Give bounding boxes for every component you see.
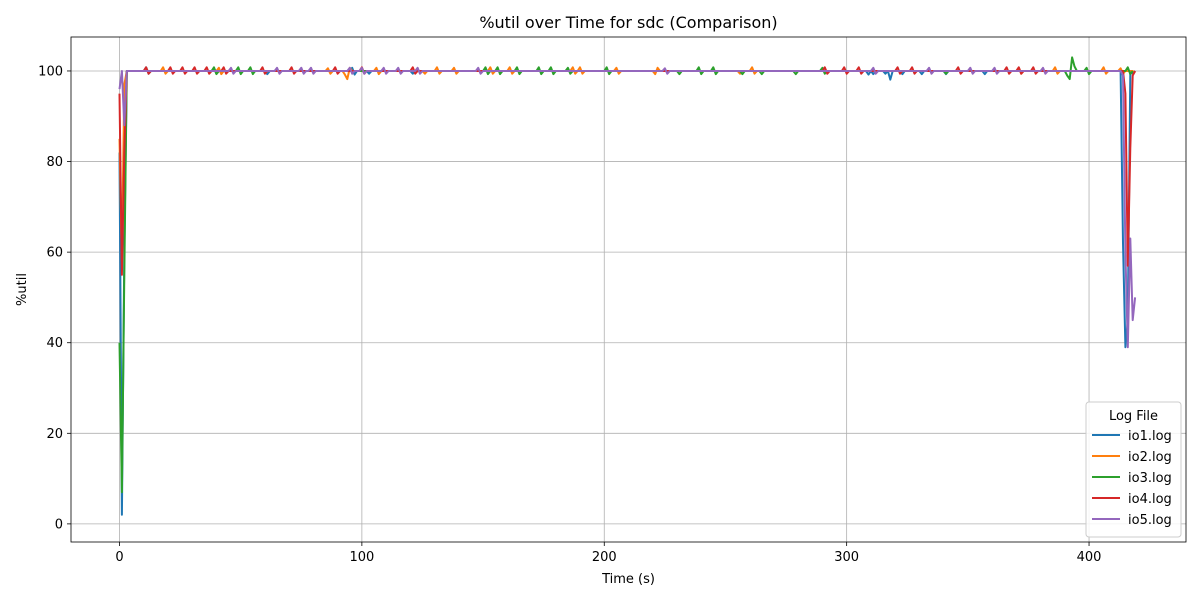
series-line-io4-log <box>118 66 1136 276</box>
series-layer <box>118 56 1137 516</box>
y-tick-label: 60 <box>46 246 63 261</box>
x-axis-label: Time (s) <box>601 572 655 587</box>
series-line-io1-log <box>118 66 1136 516</box>
x-tick-label: 400 <box>1077 550 1102 565</box>
legend-entry: io5.log <box>1128 513 1172 528</box>
y-tick-label: 100 <box>38 64 63 79</box>
series-line-io2-log <box>118 66 1136 263</box>
legend-items: io1.log io2.log io3.log io4.log io5.log <box>1092 429 1172 528</box>
plot-frame <box>70 36 1187 543</box>
legend-entry: io3.log <box>1128 471 1172 486</box>
legend-entry: io1.log <box>1128 429 1172 444</box>
x-tick-label: 100 <box>349 550 374 565</box>
y-tick-label: 20 <box>46 427 63 442</box>
y-tick-label: 80 <box>46 155 63 170</box>
grid <box>71 37 1186 542</box>
legend-entry: io2.log <box>1128 450 1172 465</box>
legend-entry: io4.log <box>1128 492 1172 507</box>
legend: Log File io1.log io2.log io3.log io4.log io5… <box>1085 401 1182 538</box>
chart-title: %util over Time for sdc (Comparison) <box>479 13 777 32</box>
x-tick-label: 0 <box>115 550 123 565</box>
legend-title: Log File <box>1109 409 1158 424</box>
y-axis-label: %util <box>15 273 30 306</box>
ticks: 0 100 200 300 400 0 20 40 60 80 100 <box>38 64 1101 565</box>
y-tick-label: 0 <box>55 517 63 532</box>
series-line-io3-log <box>118 56 1134 494</box>
x-tick-label: 300 <box>834 550 859 565</box>
x-tick-label: 200 <box>592 550 617 565</box>
series-line-io5-log <box>118 66 1137 349</box>
y-tick-label: 40 <box>46 336 63 351</box>
